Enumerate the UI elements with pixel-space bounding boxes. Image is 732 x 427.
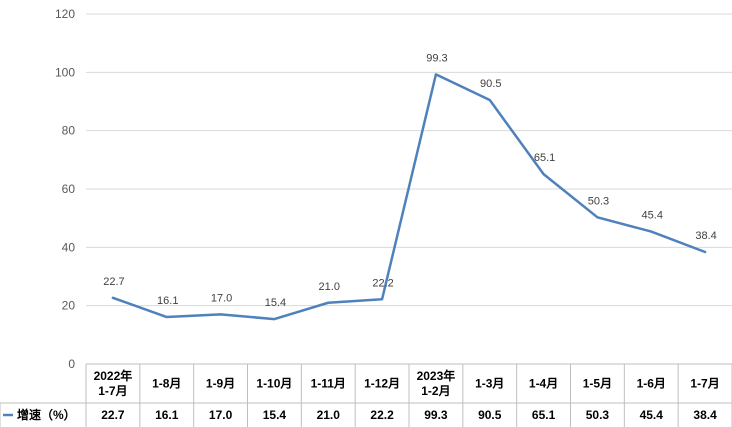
category-label: 1-4月: [529, 377, 558, 391]
gridlines: [86, 13, 732, 307]
y-tick-label: 20: [62, 299, 76, 313]
category-label-line: 1-5月: [583, 377, 612, 391]
data-label: 65.1: [534, 152, 555, 164]
category-label-line: 1-9月: [206, 377, 235, 391]
category-label-line: 1-4月: [529, 377, 558, 391]
category-label: 1-11月: [311, 377, 346, 391]
data-label: 22.7: [103, 276, 124, 288]
table-value: 99.3: [424, 408, 448, 422]
table-value: 22.7: [101, 408, 125, 422]
category-label-line: 1-7月: [690, 377, 719, 391]
data-label: 45.4: [642, 210, 663, 222]
category-label: 2022年 1-7月: [94, 368, 133, 398]
category-label-line: 1-2月: [421, 384, 450, 398]
category-label: 1-7月: [690, 377, 719, 391]
data-label: 90.5: [480, 78, 501, 90]
table-value: 45.4: [640, 408, 664, 422]
data-label: 15.4: [265, 297, 286, 309]
category-label-line: 1-3月: [475, 377, 504, 391]
category-label-line: 2023年: [417, 368, 456, 383]
data-label: 38.4: [695, 230, 716, 242]
category-label-line: 1-12月: [364, 377, 400, 391]
category-label-line: 2022年: [94, 368, 133, 383]
category-label: 2023年 1-2月: [417, 368, 456, 398]
category-label: 1-6月: [637, 377, 666, 391]
table-value: 15.4: [263, 408, 287, 422]
y-tick-label: 0: [68, 357, 75, 371]
category-label-line: 1-11月: [311, 377, 346, 391]
series-line-group: [111, 73, 707, 321]
data-label: 17.0: [211, 292, 232, 304]
table-value: 16.1: [155, 408, 179, 422]
series-line: [111, 73, 707, 321]
y-tick-label: 80: [62, 124, 76, 138]
category-label-line: 1-8月: [152, 377, 181, 391]
table-value: 21.0: [317, 408, 341, 422]
category-label-line: 1-7月: [98, 384, 127, 398]
category-label: 1-10月: [256, 377, 292, 391]
category-label: 1-8月: [152, 377, 181, 391]
data-label: 99.3: [426, 52, 447, 64]
data-label: 16.1: [157, 295, 178, 307]
y-tick-label: 40: [62, 240, 76, 254]
table-value: 22.2: [370, 408, 394, 422]
data-label: 21.0: [319, 281, 340, 293]
category-label: 1-5月: [583, 377, 612, 391]
data-label: 50.3: [588, 195, 609, 207]
y-tick-label: 120: [55, 7, 75, 21]
category-label: 1-12月: [364, 377, 400, 391]
category-label-line: 1-10月: [256, 377, 292, 391]
y-axis-ticks: 0 20 40 60 80 100 120: [55, 7, 75, 371]
data-label: 22.2: [372, 277, 393, 289]
category-label: 1-3月: [475, 377, 504, 391]
data-labels: 22.7 16.1 17.0 15.4 21.0 22.2 99.3 90.5 65.1 50.3…: [103, 52, 717, 309]
category-label: 1-9月: [206, 377, 235, 391]
table-value: 50.3: [586, 408, 610, 422]
y-tick-label: 100: [55, 65, 75, 79]
table-value: 65.1: [532, 408, 556, 422]
table-value: 90.5: [478, 408, 502, 422]
table-value: 17.0: [209, 408, 233, 422]
legend-series-name: 增速（%）: [17, 407, 76, 422]
table-value: 38.4: [693, 408, 717, 422]
y-tick-label: 60: [62, 182, 76, 196]
category-label-line: 1-6月: [637, 377, 666, 391]
